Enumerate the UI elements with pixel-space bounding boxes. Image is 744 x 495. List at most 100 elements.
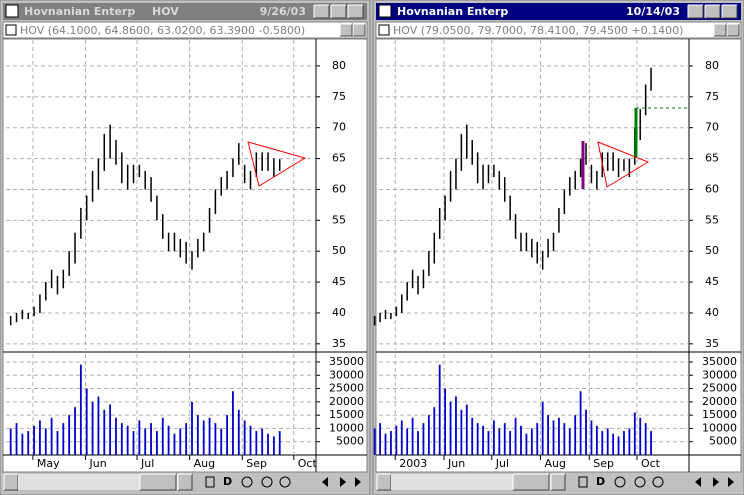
y-tick-label: 70 [332, 121, 346, 134]
minimize-button[interactable] [687, 4, 704, 19]
triangle-annotation [247, 141, 307, 187]
volume-bar [568, 428, 571, 455]
scroll-right-button[interactable] [177, 473, 193, 491]
volume-bar [492, 420, 495, 455]
volume-bar [226, 415, 228, 455]
end-icon[interactable] [355, 477, 361, 487]
y-tick-label: 15000 [329, 408, 364, 421]
y-tick-label: 75 [332, 90, 346, 103]
volume-bar [120, 423, 123, 455]
prev-icon[interactable] [322, 477, 328, 487]
chart-area [2, 38, 368, 473]
window-icon [378, 4, 392, 18]
close-button[interactable] [721, 4, 738, 19]
zoom-in-icon[interactable] [279, 476, 291, 488]
y-tick-label: 10000 [702, 421, 737, 434]
window-title: Hovnanian Enterp [24, 5, 135, 18]
x-tick-label: Jul [140, 457, 154, 470]
volume-bar [379, 423, 381, 455]
y-tick-label: 25000 [329, 382, 364, 395]
volume-bar [208, 417, 211, 455]
volume-bar [525, 433, 528, 455]
zoom-out-icon[interactable] [634, 476, 646, 488]
volume-bar [465, 404, 468, 455]
maximize-button[interactable] [330, 4, 347, 19]
volume-bar [62, 423, 65, 455]
y-tick-label: 60 [705, 182, 719, 195]
window-date: 10/14/03 [626, 5, 680, 18]
maximize-button[interactable] [704, 4, 721, 19]
minimize-button[interactable] [313, 4, 330, 19]
volume-bar [161, 417, 164, 455]
volume-bar [406, 428, 409, 455]
volume-bar [585, 409, 587, 455]
y-tick-label: 20000 [702, 395, 737, 408]
volume-bar [541, 401, 544, 455]
volume-bar [433, 407, 436, 455]
volume-bar [590, 420, 593, 455]
next-icon[interactable] [340, 477, 346, 487]
volume-bar [185, 423, 188, 455]
next-icon[interactable] [713, 477, 719, 487]
pane-restore-button[interactable] [713, 23, 727, 37]
volume-bar [623, 431, 625, 455]
x-tick-label: Sep [246, 457, 267, 470]
legend-text: HOV (79.0500, 79.7000, 78.4100, 79.4500 … [393, 24, 683, 37]
pane-close-button[interactable] [726, 23, 740, 37]
title-bar [376, 3, 741, 20]
volume-bar [68, 415, 71, 455]
toolbar-label[interactable]: D [223, 475, 232, 488]
zoom-out-icon[interactable] [261, 476, 273, 488]
volume-bar [85, 388, 88, 455]
y-tick-label: 65 [705, 152, 719, 165]
y-tick-label: 40 [332, 306, 346, 319]
volume-bar [563, 423, 566, 455]
volume-bar [97, 396, 100, 455]
volume-bar [50, 417, 53, 455]
volume-bar [427, 415, 430, 455]
volume-bar [21, 433, 24, 455]
scroll-thumb[interactable] [512, 473, 550, 491]
tool-icon[interactable] [614, 476, 626, 488]
volume-bar [33, 425, 35, 455]
scroll-left-button[interactable] [3, 473, 19, 491]
x-tick-label: Sep [593, 457, 614, 470]
x-tick-label: May [37, 457, 60, 470]
toolbar-label[interactable]: D [596, 475, 605, 488]
y-tick-label: 35 [705, 337, 719, 350]
y-tick-label: 20000 [329, 395, 364, 408]
volume-bar [390, 431, 392, 455]
pane-close-button[interactable] [352, 23, 366, 37]
volume-bar [644, 423, 647, 455]
volume-bar [237, 409, 240, 455]
scroll-right-button[interactable] [550, 473, 566, 491]
zoom-in-icon[interactable] [652, 476, 664, 488]
volume-bar [395, 425, 398, 455]
volume-bar [601, 431, 604, 455]
volume-bar [272, 436, 275, 455]
scroll-thumb[interactable] [139, 473, 177, 491]
scroll-left-button[interactable] [376, 473, 392, 491]
end-icon[interactable] [728, 477, 734, 487]
y-tick-label: 55 [332, 213, 346, 226]
volume-bar [220, 428, 223, 455]
volume-bar [202, 420, 205, 455]
y-tick-label: 70 [705, 121, 719, 134]
tool-icon[interactable] [205, 476, 215, 488]
triangle-annotation [597, 141, 650, 188]
tool-icon[interactable] [241, 476, 253, 488]
volume-bar [520, 425, 522, 455]
window-title: Hovnanian Enterp [397, 5, 508, 18]
prev-icon[interactable] [695, 477, 701, 487]
volume-bar [422, 423, 425, 455]
volume-bar [514, 417, 517, 455]
volume-bar [167, 425, 170, 455]
volume-bar [639, 417, 642, 455]
tool-icon[interactable] [578, 476, 588, 488]
close-button[interactable] [347, 4, 364, 19]
pane-restore-button[interactable] [339, 23, 353, 37]
volume-bar [482, 425, 484, 455]
y-tick-label: 60 [332, 182, 346, 195]
y-tick-label: 35000 [329, 355, 364, 368]
volume-bar [400, 420, 403, 455]
